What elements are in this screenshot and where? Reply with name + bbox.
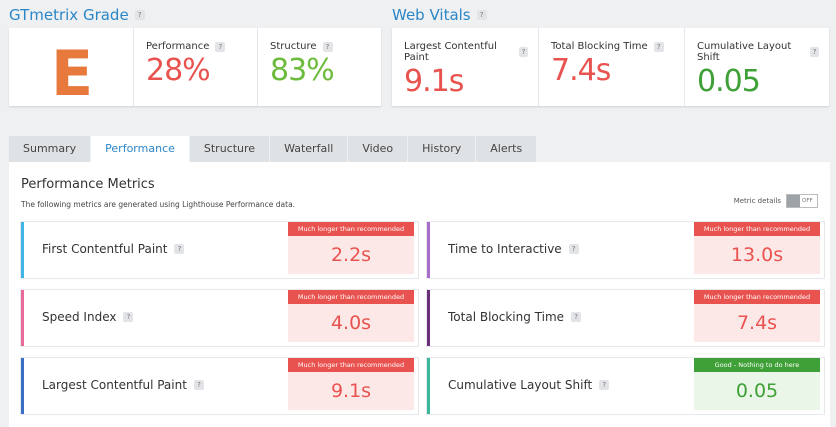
help-icon[interactable]: ? xyxy=(322,41,333,52)
help-icon[interactable]: ? xyxy=(134,10,145,20)
structure-score-value: 83% xyxy=(270,53,335,88)
metric-status-badge: Much longer than recommended xyxy=(288,290,414,304)
tab-alerts[interactable]: Alerts xyxy=(476,136,537,162)
metric-card-tbt: Total Blocking Time? Much longer than rec… xyxy=(427,290,824,346)
panel-description: The following metrics are generated usin… xyxy=(21,200,296,209)
metric-card-lcp: Largest Contentful Paint? Much longer tha… xyxy=(21,358,418,414)
toggle-knob xyxy=(787,195,800,207)
tbt-vital-value: 7.4s xyxy=(551,53,611,88)
help-icon[interactable]: ? xyxy=(193,380,204,390)
metric-accent-bar xyxy=(427,290,430,346)
tab-video[interactable]: Video xyxy=(348,136,408,162)
metric-card-tti: Time to Interactive? Much longer than rec… xyxy=(427,222,824,278)
performance-score-value: 28% xyxy=(146,53,211,88)
metric-value: 2.2s xyxy=(288,236,414,274)
metric-value: 4.0s xyxy=(288,304,414,342)
panel-title: Performance Metrics xyxy=(21,177,155,192)
help-icon[interactable]: ? xyxy=(518,47,528,57)
cls-vital-cell: Cumulative Layout Shift ? 0.05 xyxy=(684,28,829,106)
gtmetrix-grade-card: E Performance ? 28% Structure ? 83% xyxy=(9,28,381,110)
metric-value: 7.4s xyxy=(694,304,820,342)
tbt-vital-cell: Total Blocking Time ? 7.4s xyxy=(538,28,684,106)
structure-score-label: Structure xyxy=(270,41,317,52)
web-vitals-card: Largest Contentful Paint ? 9.1s Total Bl… xyxy=(392,28,829,106)
help-icon[interactable]: ? xyxy=(571,312,582,322)
grade-letter: E xyxy=(50,37,94,110)
performance-score-label: Performance xyxy=(146,41,210,52)
toggle-state-text: OFF xyxy=(802,198,813,204)
metric-label: Cumulative Layout Shift xyxy=(448,378,593,392)
metric-label-row: Largest Contentful Paint? xyxy=(42,378,204,392)
report-tabs: Summary Performance Structure Waterfall … xyxy=(9,136,537,162)
help-icon[interactable]: ? xyxy=(599,380,610,390)
metric-accent-bar xyxy=(21,222,24,278)
metric-label-row: Speed Index? xyxy=(42,310,134,324)
lcp-vital-cell: Largest Contentful Paint ? 9.1s xyxy=(392,28,538,106)
lcp-vital-value: 9.1s xyxy=(404,64,464,99)
web-vitals-title: Web Vitals ? xyxy=(392,6,487,24)
metric-card-cls: Cumulative Layout Shift? Good - Nothing t… xyxy=(427,358,824,414)
metric-accent-bar xyxy=(427,358,430,414)
help-icon[interactable]: ? xyxy=(476,10,487,20)
metric-accent-bar xyxy=(427,222,430,278)
metric-value-box: Much longer than recommended 7.4s xyxy=(694,290,820,342)
metric-label-row: Time to Interactive? xyxy=(448,242,579,256)
metric-details-control: Metric details OFF xyxy=(734,194,818,208)
metric-label: Time to Interactive xyxy=(448,242,562,256)
tab-performance[interactable]: Performance xyxy=(91,136,189,162)
tab-history[interactable]: History xyxy=(408,136,476,162)
help-icon[interactable]: ? xyxy=(123,312,134,322)
metric-value-box: Much longer than recommended 4.0s xyxy=(288,290,414,342)
metric-value-box: Much longer than recommended 13.0s xyxy=(694,222,820,274)
help-icon[interactable]: ? xyxy=(568,244,579,254)
help-icon[interactable]: ? xyxy=(215,41,226,52)
tab-structure[interactable]: Structure xyxy=(189,136,270,162)
metric-value: 9.1s xyxy=(288,372,414,410)
web-vitals-title-text: Web Vitals xyxy=(392,6,471,24)
cls-vital-label: Cumulative Layout Shift xyxy=(697,41,792,63)
tab-summary[interactable]: Summary xyxy=(9,136,91,162)
metric-value: 13.0s xyxy=(694,236,820,274)
metric-value-box: Good - Nothing to do here 0.05 xyxy=(694,358,820,410)
metric-label: Speed Index xyxy=(42,310,117,324)
metric-label-row: First Contentful Paint? xyxy=(42,242,185,256)
help-icon[interactable]: ? xyxy=(174,244,185,254)
metric-status-badge: Much longer than recommended xyxy=(288,222,414,236)
metric-label-row: Cumulative Layout Shift? xyxy=(448,378,610,392)
help-icon[interactable]: ? xyxy=(810,47,819,57)
metric-details-toggle[interactable]: OFF xyxy=(786,194,818,208)
metric-status-badge: Good - Nothing to do here xyxy=(694,358,820,372)
lcp-vital-label: Largest Contentful Paint xyxy=(404,41,497,63)
structure-score-cell: Structure ? 83% xyxy=(257,28,381,106)
grade-letter-cell: E xyxy=(9,28,133,110)
metric-value-box: Much longer than recommended 9.1s xyxy=(288,358,414,410)
metric-status-badge: Much longer than recommended xyxy=(288,358,414,372)
metric-label: Total Blocking Time xyxy=(448,310,565,324)
performance-metrics-panel: Performance Metrics The following metric… xyxy=(9,162,830,427)
metric-label: First Contentful Paint xyxy=(42,242,168,256)
metric-accent-bar xyxy=(21,358,24,414)
cls-vital-value: 0.05 xyxy=(697,64,761,99)
help-icon[interactable]: ? xyxy=(653,41,664,52)
tab-waterfall[interactable]: Waterfall xyxy=(270,136,348,162)
tbt-vital-label: Total Blocking Time xyxy=(551,41,648,52)
performance-score-cell: Performance ? 28% xyxy=(133,28,257,106)
metric-card-speed-index: Speed Index? Much longer than recommended… xyxy=(21,290,418,346)
metric-label: Largest Contentful Paint xyxy=(42,378,187,392)
metric-value-box: Much longer than recommended 2.2s xyxy=(288,222,414,274)
metric-label-row: Total Blocking Time? xyxy=(448,310,582,324)
metric-card-fcp: First Contentful Paint? Much longer than … xyxy=(21,222,418,278)
metric-accent-bar xyxy=(21,290,24,346)
metric-value: 0.05 xyxy=(694,372,820,410)
metric-details-label: Metric details xyxy=(733,197,781,205)
metric-status-badge: Much longer than recommended xyxy=(694,290,820,304)
gtmetrix-grade-title-text: GTmetrix Grade xyxy=(9,6,129,24)
metric-status-badge: Much longer than recommended xyxy=(694,222,820,236)
gtmetrix-grade-title: GTmetrix Grade ? xyxy=(9,6,145,24)
